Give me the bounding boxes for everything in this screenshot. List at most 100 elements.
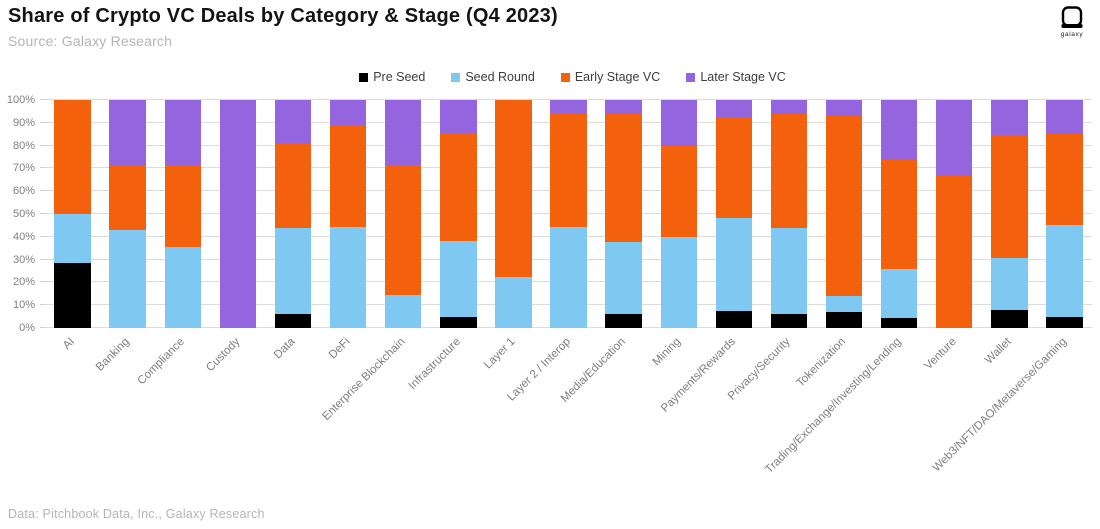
bar-column [155,100,210,328]
bar-segment [164,165,201,247]
legend-item: Pre Seed [359,70,425,84]
bar-segment [164,246,201,328]
stacked-bar [219,100,257,328]
y-tick-mark [40,281,45,283]
bar-segment [550,112,587,227]
bar-segment [991,100,1028,136]
stacked-bar [991,100,1028,328]
bar-segment [54,262,91,328]
plot-area [40,99,1092,328]
bar-column [872,100,927,328]
bar-segment [329,100,367,126]
bar-segment [770,100,808,115]
bar-segment [329,125,367,227]
bar-segment [605,242,642,314]
bar-segment [936,175,973,328]
bar-segment [825,295,863,312]
page-title: Share of Crypto VC Deals by Category & S… [8,5,558,27]
bar-segment [660,100,697,146]
stacked-bar [1046,100,1083,328]
bar-segment [550,226,587,328]
bar-segment [991,135,1028,258]
bar-segment [715,218,753,312]
y-tick-label: 40% [12,230,35,243]
y-tick-label: 90% [12,116,35,129]
stacked-bar [881,100,918,328]
galaxy-logo-text: galaxy [1060,31,1084,38]
x-axis-label: Tokenization [794,335,849,390]
x-axis-label: Layer 2 / Interop [505,335,573,404]
bar-segment [440,132,477,242]
legend-swatch [359,72,369,82]
bar-segment [715,311,753,328]
x-axis-label: Mining [650,335,683,369]
y-tick-mark [40,304,45,306]
legend-label: Pre Seed [373,70,426,84]
bar-segment [715,116,753,219]
bar-column [210,100,265,328]
bar-column [982,100,1037,328]
bar-segment [605,100,642,115]
x-axis-label: Privacy/Security [726,335,794,403]
y-tick-label: 100% [6,94,35,106]
gridline [45,99,1092,100]
stacked-bar [274,100,312,328]
bar-segment [495,100,532,278]
bar-segment [825,100,863,117]
stacked-bar [54,100,91,328]
bars-layer [45,100,1092,328]
y-tick-mark [40,190,45,192]
y-tick-label: 20% [12,276,35,289]
y-tick-label: 0% [19,322,35,334]
x-axis-label: Custody [203,335,243,375]
bar-segment [881,100,918,160]
legend-item: Early Stage VC [560,70,660,84]
bar-segment [991,257,1028,311]
bar-segment [770,228,808,314]
y-tick-label: 60% [12,185,35,198]
x-axis-label: Web3/NFT/DAO/Metaverse/Gaming [930,335,1069,475]
bar-segment [274,228,312,314]
x-axis-label: AI [60,335,77,352]
bar-segment [495,277,532,328]
y-tick-label: 70% [12,162,35,175]
bar-column [651,100,706,328]
bar-column [431,100,486,328]
y-tick-mark [40,235,45,237]
bar-column [376,100,431,328]
stacked-bar [715,100,753,328]
bar-segment [715,100,753,117]
bar-segment [660,145,697,237]
x-axis-label: Media/Education [558,335,628,405]
stacked-bar [770,100,808,328]
y-tick-mark [40,144,45,146]
legend-label: Seed Round [465,70,535,84]
bar-segment [881,159,918,269]
bar-column [1037,100,1092,328]
bar-segment [770,114,808,229]
bar-segment [605,313,642,328]
bar-segment [825,311,863,328]
bar-segment [109,100,146,166]
bar-column [100,100,155,328]
stacked-bar [550,100,587,328]
y-tick-label: 50% [12,208,35,220]
x-axis-label: Data [271,335,298,362]
legend-item: Seed Round [451,70,535,84]
bar-segment [219,100,257,328]
bar-segment [385,100,422,166]
y-tick-label: 10% [12,299,35,312]
bar-segment [881,318,918,328]
legend: Pre Seed Seed Round Early Stage VC Later St… [45,68,1100,86]
stacked-bar [329,100,367,328]
y-tick-mark [40,213,45,214]
bar-segment [440,241,477,318]
bar-segment [274,100,312,143]
bar-segment [1046,134,1083,226]
y-axis: 0% 10% 20% 30% 40% 50% 60% 70% 80% 90% 100% [0,94,40,334]
y-tick-mark [40,167,45,169]
y-tick-mark [40,121,45,123]
x-axis-label: DeFi [326,335,353,362]
x-axis-label: Enterprise Blockchain [320,335,408,423]
bar-segment [109,230,146,328]
